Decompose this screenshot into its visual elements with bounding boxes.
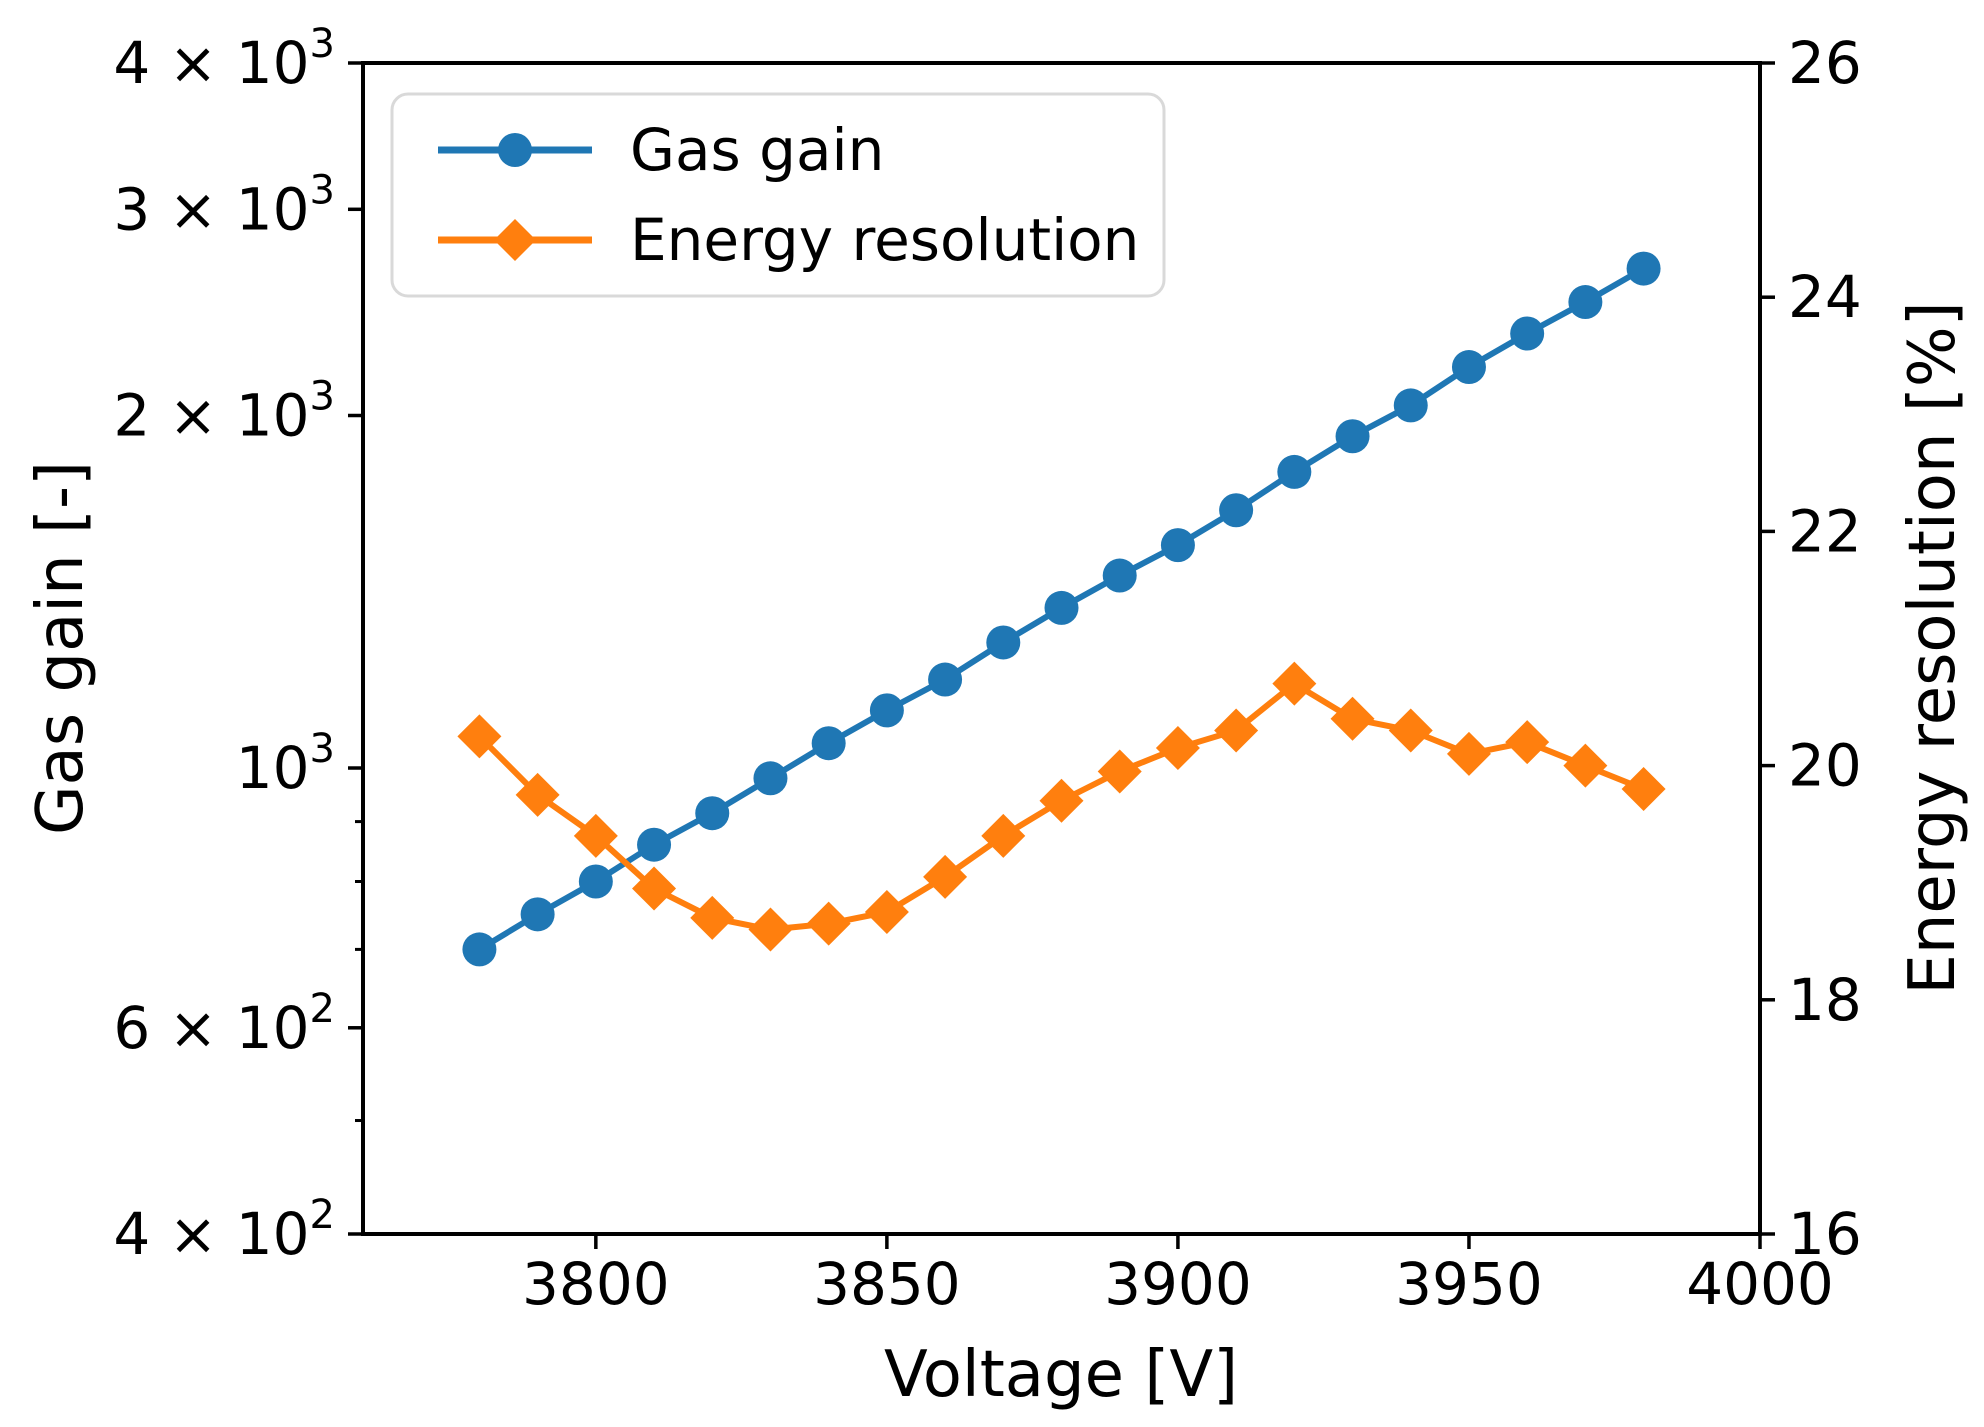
y-right-tick-label: 16	[1788, 1200, 1862, 1268]
data-point-gas-gain	[520, 897, 555, 932]
legend-box	[390, 92, 1166, 298]
legend-circle-marker-icon	[498, 133, 532, 167]
y-left-tick-label: 4 × 102	[113, 1192, 335, 1268]
legend-item-energy-resolution: Energy resolution	[438, 206, 1139, 274]
y-right-tick-label: 20	[1788, 732, 1862, 800]
y-left-tick-label: 6 × 102	[113, 986, 335, 1062]
x-tick-label: 3800	[522, 1250, 670, 1318]
y-right-tick-label: 26	[1788, 29, 1862, 97]
data-point-gas-gain	[1044, 590, 1079, 625]
y-axis-left-label: Gas gain [-]	[24, 461, 98, 835]
data-point-gas-gain	[1335, 419, 1370, 454]
x-axis-label: Voltage [V]	[884, 1338, 1238, 1412]
y-axis-right-label: Energy resolution [%]	[1896, 301, 1970, 994]
y-right-tick-label: 22	[1788, 497, 1862, 565]
data-point-energy-resolution	[457, 714, 502, 759]
data-point-energy-resolution	[1621, 767, 1666, 812]
data-point-gas-gain	[1219, 493, 1254, 528]
data-point-gas-gain	[1102, 558, 1137, 593]
data-point-gas-gain	[753, 761, 788, 796]
data-point-energy-resolution	[1330, 696, 1375, 741]
data-point-energy-resolution	[1272, 661, 1317, 706]
data-point-gas-gain	[1626, 251, 1661, 286]
data-point-gas-gain	[1451, 350, 1486, 385]
x-tick-label: 3850	[813, 1250, 961, 1318]
y-right-tick-label: 18	[1788, 966, 1862, 1034]
data-point-gas-gain	[1568, 285, 1603, 320]
legend-label-gas-gain: Gas gain	[630, 116, 884, 184]
data-point-energy-resolution	[864, 889, 909, 934]
data-point-energy-resolution	[806, 901, 851, 946]
plot-frame	[361, 61, 1762, 1236]
data-point-energy-resolution	[632, 866, 677, 911]
data-point-gas-gain	[869, 693, 904, 728]
data-point-energy-resolution	[515, 772, 560, 817]
legend: Gas gain Energy resolution	[390, 92, 1166, 298]
data-point-gas-gain	[1277, 454, 1312, 489]
y-right-tick-label: 24	[1788, 263, 1862, 331]
y-left-tick-label: 4 × 103	[113, 21, 335, 97]
data-point-energy-resolution	[690, 895, 735, 940]
data-point-gas-gain	[1160, 528, 1195, 563]
y-left-tick-label: 103	[236, 726, 335, 802]
data-point-gas-gain	[1510, 316, 1545, 351]
x-tick-label: 3950	[1395, 1250, 1543, 1318]
data-point-energy-resolution	[1155, 726, 1200, 771]
data-point-gas-gain	[578, 864, 613, 899]
data-point-energy-resolution	[1214, 708, 1259, 753]
data-point-energy-resolution	[1097, 749, 1142, 794]
x-tick-label: 4000	[1686, 1250, 1834, 1318]
legend-diamond-marker-icon	[494, 219, 536, 261]
data-point-energy-resolution	[923, 854, 968, 899]
legend-item-gas-gain: Gas gain	[438, 116, 884, 184]
y-left-tick-label: 3 × 103	[113, 167, 335, 243]
legend-label-energy-resolution: Energy resolution	[630, 206, 1139, 274]
data-point-gas-gain	[986, 625, 1021, 660]
x-tick-label: 3900	[1104, 1250, 1252, 1318]
data-point-gas-gain	[1393, 388, 1428, 423]
data-point-energy-resolution	[573, 813, 618, 858]
y-left-tick-label: 2 × 103	[113, 374, 335, 450]
data-point-gas-gain	[695, 796, 730, 831]
data-point-gas-gain	[462, 932, 497, 967]
data-point-energy-resolution	[1446, 731, 1491, 776]
data-point-gas-gain	[637, 827, 672, 862]
data-point-energy-resolution	[981, 813, 1026, 858]
data-point-energy-resolution	[748, 907, 793, 952]
data-point-energy-resolution	[1039, 778, 1084, 823]
data-point-gas-gain	[928, 662, 963, 697]
data-point-energy-resolution	[1388, 708, 1433, 753]
data-point-gas-gain	[811, 726, 846, 761]
data-point-energy-resolution	[1563, 743, 1608, 788]
data-point-energy-resolution	[1505, 720, 1550, 765]
